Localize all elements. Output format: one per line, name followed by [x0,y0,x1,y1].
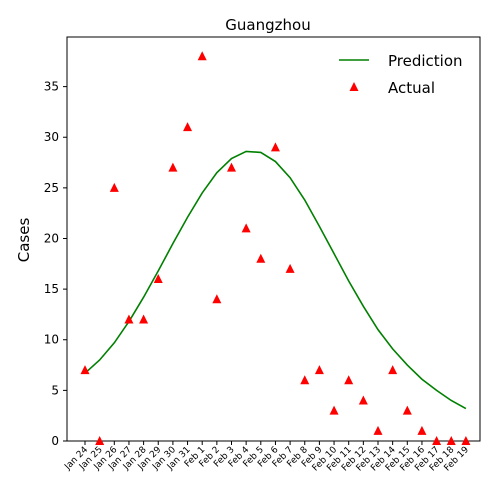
prediction-line [84,150,467,410]
y-tick-label: 25 [44,181,59,195]
legend: Prediction Actual [339,52,463,97]
actual-point [461,436,471,445]
y-tick-label: 15 [44,282,59,296]
actual-point [212,294,222,304]
actual-point [168,162,178,172]
y-tick-label: 20 [44,231,59,245]
actual-point [314,365,324,375]
y-tick-label: 10 [44,333,59,347]
actual-point [256,253,266,263]
actual-point [80,365,90,375]
legend-label: Actual [388,79,435,97]
actual-point [432,436,442,445]
actual-point [270,142,280,152]
actual-point [358,395,368,405]
actual-point [124,314,134,324]
y-axis-label: Cases [15,218,33,263]
y-tick-label: 30 [44,130,59,144]
actual-point [300,375,310,385]
actual-point [402,405,412,415]
actual-point [417,425,427,435]
plot-frame [66,36,481,442]
actual-point [373,425,383,435]
actual-point [109,182,119,192]
y-tick-label: 35 [44,80,59,94]
chart-title: Guangzhou [225,16,310,34]
y-tick-label: 0 [51,434,59,448]
y-tick-label: 5 [51,383,59,397]
actual-point [183,122,193,132]
actual-point [285,263,295,273]
actual-point [197,51,207,61]
actual-point [388,365,398,375]
actual-point [227,162,236,172]
actual-point [241,223,251,233]
legend-label: Prediction [388,52,463,70]
actual-point [446,436,456,445]
legend-swatch-actual [349,82,359,91]
actual-point [329,405,339,415]
actual-point [95,436,105,445]
actual-point [344,375,354,385]
actual-point [153,273,163,283]
actual-point [139,314,149,324]
